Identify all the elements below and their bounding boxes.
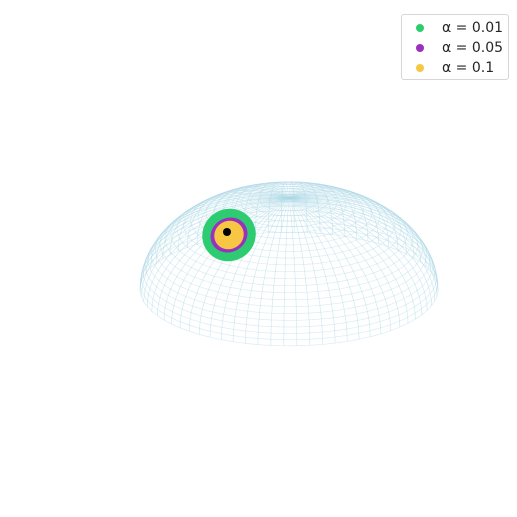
sphere-parallel [269,191,309,207]
sphere-meridian [288,197,382,334]
legend-item-alpha-01: α = 0.1 [410,58,500,78]
sphere-meridian [143,197,290,302]
sphere-parallel [170,188,408,280]
sphere-parallel [259,188,319,212]
legend-label-alpha-01: α = 0.1 [442,60,495,76]
sphere-meridian [157,197,290,316]
sphere-meridian [169,191,290,255]
center-point [223,228,231,236]
sphere-meridian [288,185,369,241]
sphere-meridian [288,197,323,345]
sphere-meridian [288,197,298,346]
sphere-meridian [177,190,290,252]
sphere-meridian [288,197,436,301]
sphere-meridian [187,188,290,248]
sphere-meridian [146,196,290,273]
sphere-meridian [288,197,391,331]
sphere-meridian [245,197,290,344]
sphere-parallel [159,193,419,294]
sphere-meridian [288,181,308,233]
sphere-meridian [288,197,401,328]
sphere-meridian [288,197,439,292]
sphere-meridian [288,189,399,251]
sphere-meridian [280,181,290,233]
sphere-meridian [288,195,432,272]
sphere-parallel [155,197,423,301]
sphere-meridian [288,197,438,296]
sphere-meridian [267,181,290,233]
sphere-meridian [288,181,295,233]
sphere-parallel [278,194,300,203]
sphere-meridian [288,197,432,306]
sphere-meridian [288,197,360,340]
legend-swatch-alpha-005 [416,44,424,52]
sphere-meridian [288,192,415,259]
sphere-meridian [288,182,321,234]
sphere-wireframe [139,181,439,347]
sphere-meridian [288,197,437,282]
sphere-parallel [183,184,395,266]
sphere-meridian [288,197,348,342]
sphere-meridian [196,187,290,245]
sphere-meridian [289,197,439,287]
sphere-meridian [171,197,290,325]
legend-item-alpha-005: α = 0.05 [410,38,504,58]
sphere-parallel [139,231,439,347]
sphere-meridian [288,197,409,324]
sphere-parallel [151,201,427,308]
confidence-regions [202,208,256,262]
sphere-meridian [283,197,290,346]
sphere-meridian [146,197,290,307]
sphere-parallel [176,185,402,273]
legend-swatch-alpha-01 [416,64,424,72]
legend-item-alpha-001: α = 0.01 [410,18,504,38]
sphere-meridian [151,197,290,312]
legend-label-alpha-001: α = 0.01 [442,20,504,36]
sphere-parallel [147,205,431,314]
sphere-meridian [270,197,290,346]
sphere-meridian [255,182,290,234]
sphere-meridian [150,195,290,268]
legend: α = 0.01 α = 0.05 α = 0.1 [401,14,509,80]
sphere-meridian [288,197,416,320]
sphere-parallel [240,184,338,222]
sphere-meridian [232,197,290,342]
sphere-meridian [142,196,290,278]
sphere-parallel [142,215,436,328]
sphere-meridian [288,194,427,267]
sphere-meridian [139,197,290,293]
sphere-meridian [288,197,371,337]
sphere-parallel [164,190,414,287]
sphere-meridian [288,197,336,344]
sphere-meridian [288,193,421,263]
sphere-meridian [221,197,290,340]
sphere-meridian [141,197,290,297]
sphere-parallel [140,220,438,334]
sphere-meridian [257,197,290,345]
sphere-parallel [250,186,328,217]
legend-swatch-alpha-001 [416,24,424,32]
sphere-parallel [139,225,439,341]
sphere-parallel [144,210,434,321]
sphere-meridian [288,197,428,311]
sphere-meridian [288,197,423,315]
legend-label-alpha-005: α = 0.05 [442,40,504,56]
